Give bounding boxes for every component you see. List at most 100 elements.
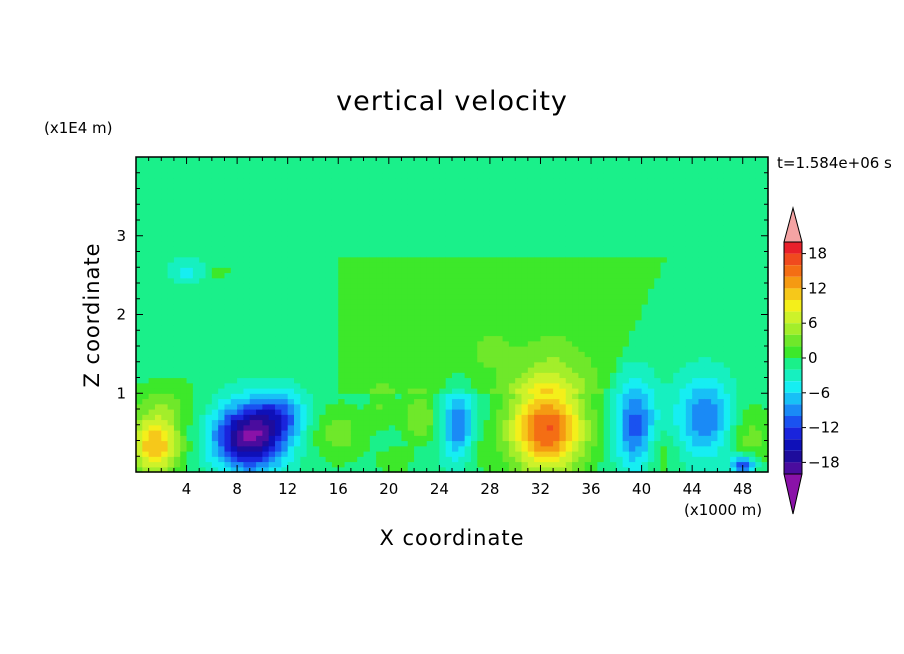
field-cell — [628, 409, 636, 415]
field-cell — [508, 340, 516, 347]
field-cell — [173, 309, 181, 316]
field-cell — [312, 246, 320, 253]
field-cell — [534, 330, 542, 337]
field-cell — [553, 403, 561, 410]
field-cell — [262, 199, 270, 205]
field-cell — [559, 367, 567, 373]
field-cell — [546, 451, 554, 457]
field-cell — [559, 304, 567, 310]
field-cell — [350, 193, 358, 200]
field-cell — [647, 283, 655, 289]
field-cell — [489, 272, 497, 279]
field-cell — [211, 393, 219, 400]
field-cell — [521, 414, 529, 421]
field-cell — [350, 372, 358, 379]
field-cell — [331, 204, 339, 211]
field-cell — [199, 445, 207, 452]
field-cell — [294, 340, 301, 347]
field-cell — [173, 456, 181, 463]
field-cell — [565, 230, 573, 237]
field-cell — [565, 340, 573, 347]
field-cell — [489, 157, 497, 163]
field-cell — [489, 351, 497, 358]
field-cell — [610, 440, 617, 447]
field-cell — [534, 309, 542, 316]
field-cell — [199, 246, 207, 253]
field-cell — [136, 319, 143, 326]
field-cell — [553, 314, 561, 321]
field-cell — [483, 293, 491, 300]
field-cell — [167, 262, 175, 268]
field-cell — [445, 419, 453, 426]
field-cell — [603, 204, 611, 211]
field-cell — [388, 199, 396, 205]
field-cell — [325, 204, 333, 211]
field-cell — [136, 225, 143, 232]
field-cell — [534, 188, 542, 195]
field-cell — [470, 451, 478, 457]
field-cell — [546, 319, 554, 326]
field-cell — [407, 351, 415, 358]
field-cell — [331, 393, 339, 400]
field-cell — [597, 435, 605, 442]
field-cell — [458, 178, 466, 184]
field-cell — [211, 214, 219, 221]
field-cell — [527, 288, 535, 295]
field-cell — [300, 466, 308, 473]
field-cell — [350, 220, 358, 226]
field-cell — [268, 466, 276, 473]
field-cell — [287, 314, 295, 321]
field-cell — [534, 262, 542, 268]
field-cell — [597, 466, 605, 473]
field-cell — [647, 335, 655, 342]
field-cell — [635, 403, 643, 410]
field-cell — [325, 288, 333, 295]
field-cell — [414, 304, 421, 310]
field-cell — [312, 172, 320, 179]
field-cell — [540, 319, 548, 326]
field-cell — [584, 461, 592, 468]
field-cell — [281, 309, 289, 316]
field-cell — [180, 372, 188, 379]
field-cell — [420, 262, 428, 268]
field-cell — [502, 330, 510, 337]
field-cell — [572, 356, 579, 363]
field-cell — [205, 388, 213, 394]
field-cell — [312, 393, 320, 400]
field-cell — [167, 409, 175, 415]
field-cell — [268, 225, 276, 232]
field-cell — [243, 314, 251, 321]
field-cell — [230, 272, 238, 279]
field-cell — [534, 314, 542, 321]
field-cell — [546, 277, 554, 284]
field-cell — [363, 440, 371, 447]
field-cell — [483, 262, 491, 268]
field-cell — [199, 335, 207, 342]
field-cell — [199, 277, 207, 284]
field-cell — [546, 414, 554, 421]
field-cell — [553, 225, 561, 232]
field-cell — [515, 466, 523, 473]
field-cell — [294, 241, 301, 247]
field-cell — [199, 403, 207, 410]
field-cell — [521, 393, 529, 400]
field-cell — [294, 430, 301, 436]
field-cell — [477, 388, 485, 394]
field-cell — [382, 403, 390, 410]
field-cell — [578, 398, 586, 405]
field-cell — [414, 414, 421, 421]
field-cell — [344, 214, 352, 221]
field-cell — [224, 319, 232, 326]
field-cell — [546, 183, 554, 190]
field-cell — [306, 346, 314, 352]
field-cell — [294, 157, 301, 163]
field-cell — [483, 188, 491, 195]
field-cell — [142, 435, 150, 442]
field-cell — [148, 409, 156, 415]
field-cell — [262, 466, 270, 473]
field-cell — [515, 309, 523, 316]
field-cell — [433, 430, 440, 436]
field-cell — [382, 162, 390, 169]
field-cell — [148, 288, 156, 295]
field-cell — [287, 419, 295, 426]
